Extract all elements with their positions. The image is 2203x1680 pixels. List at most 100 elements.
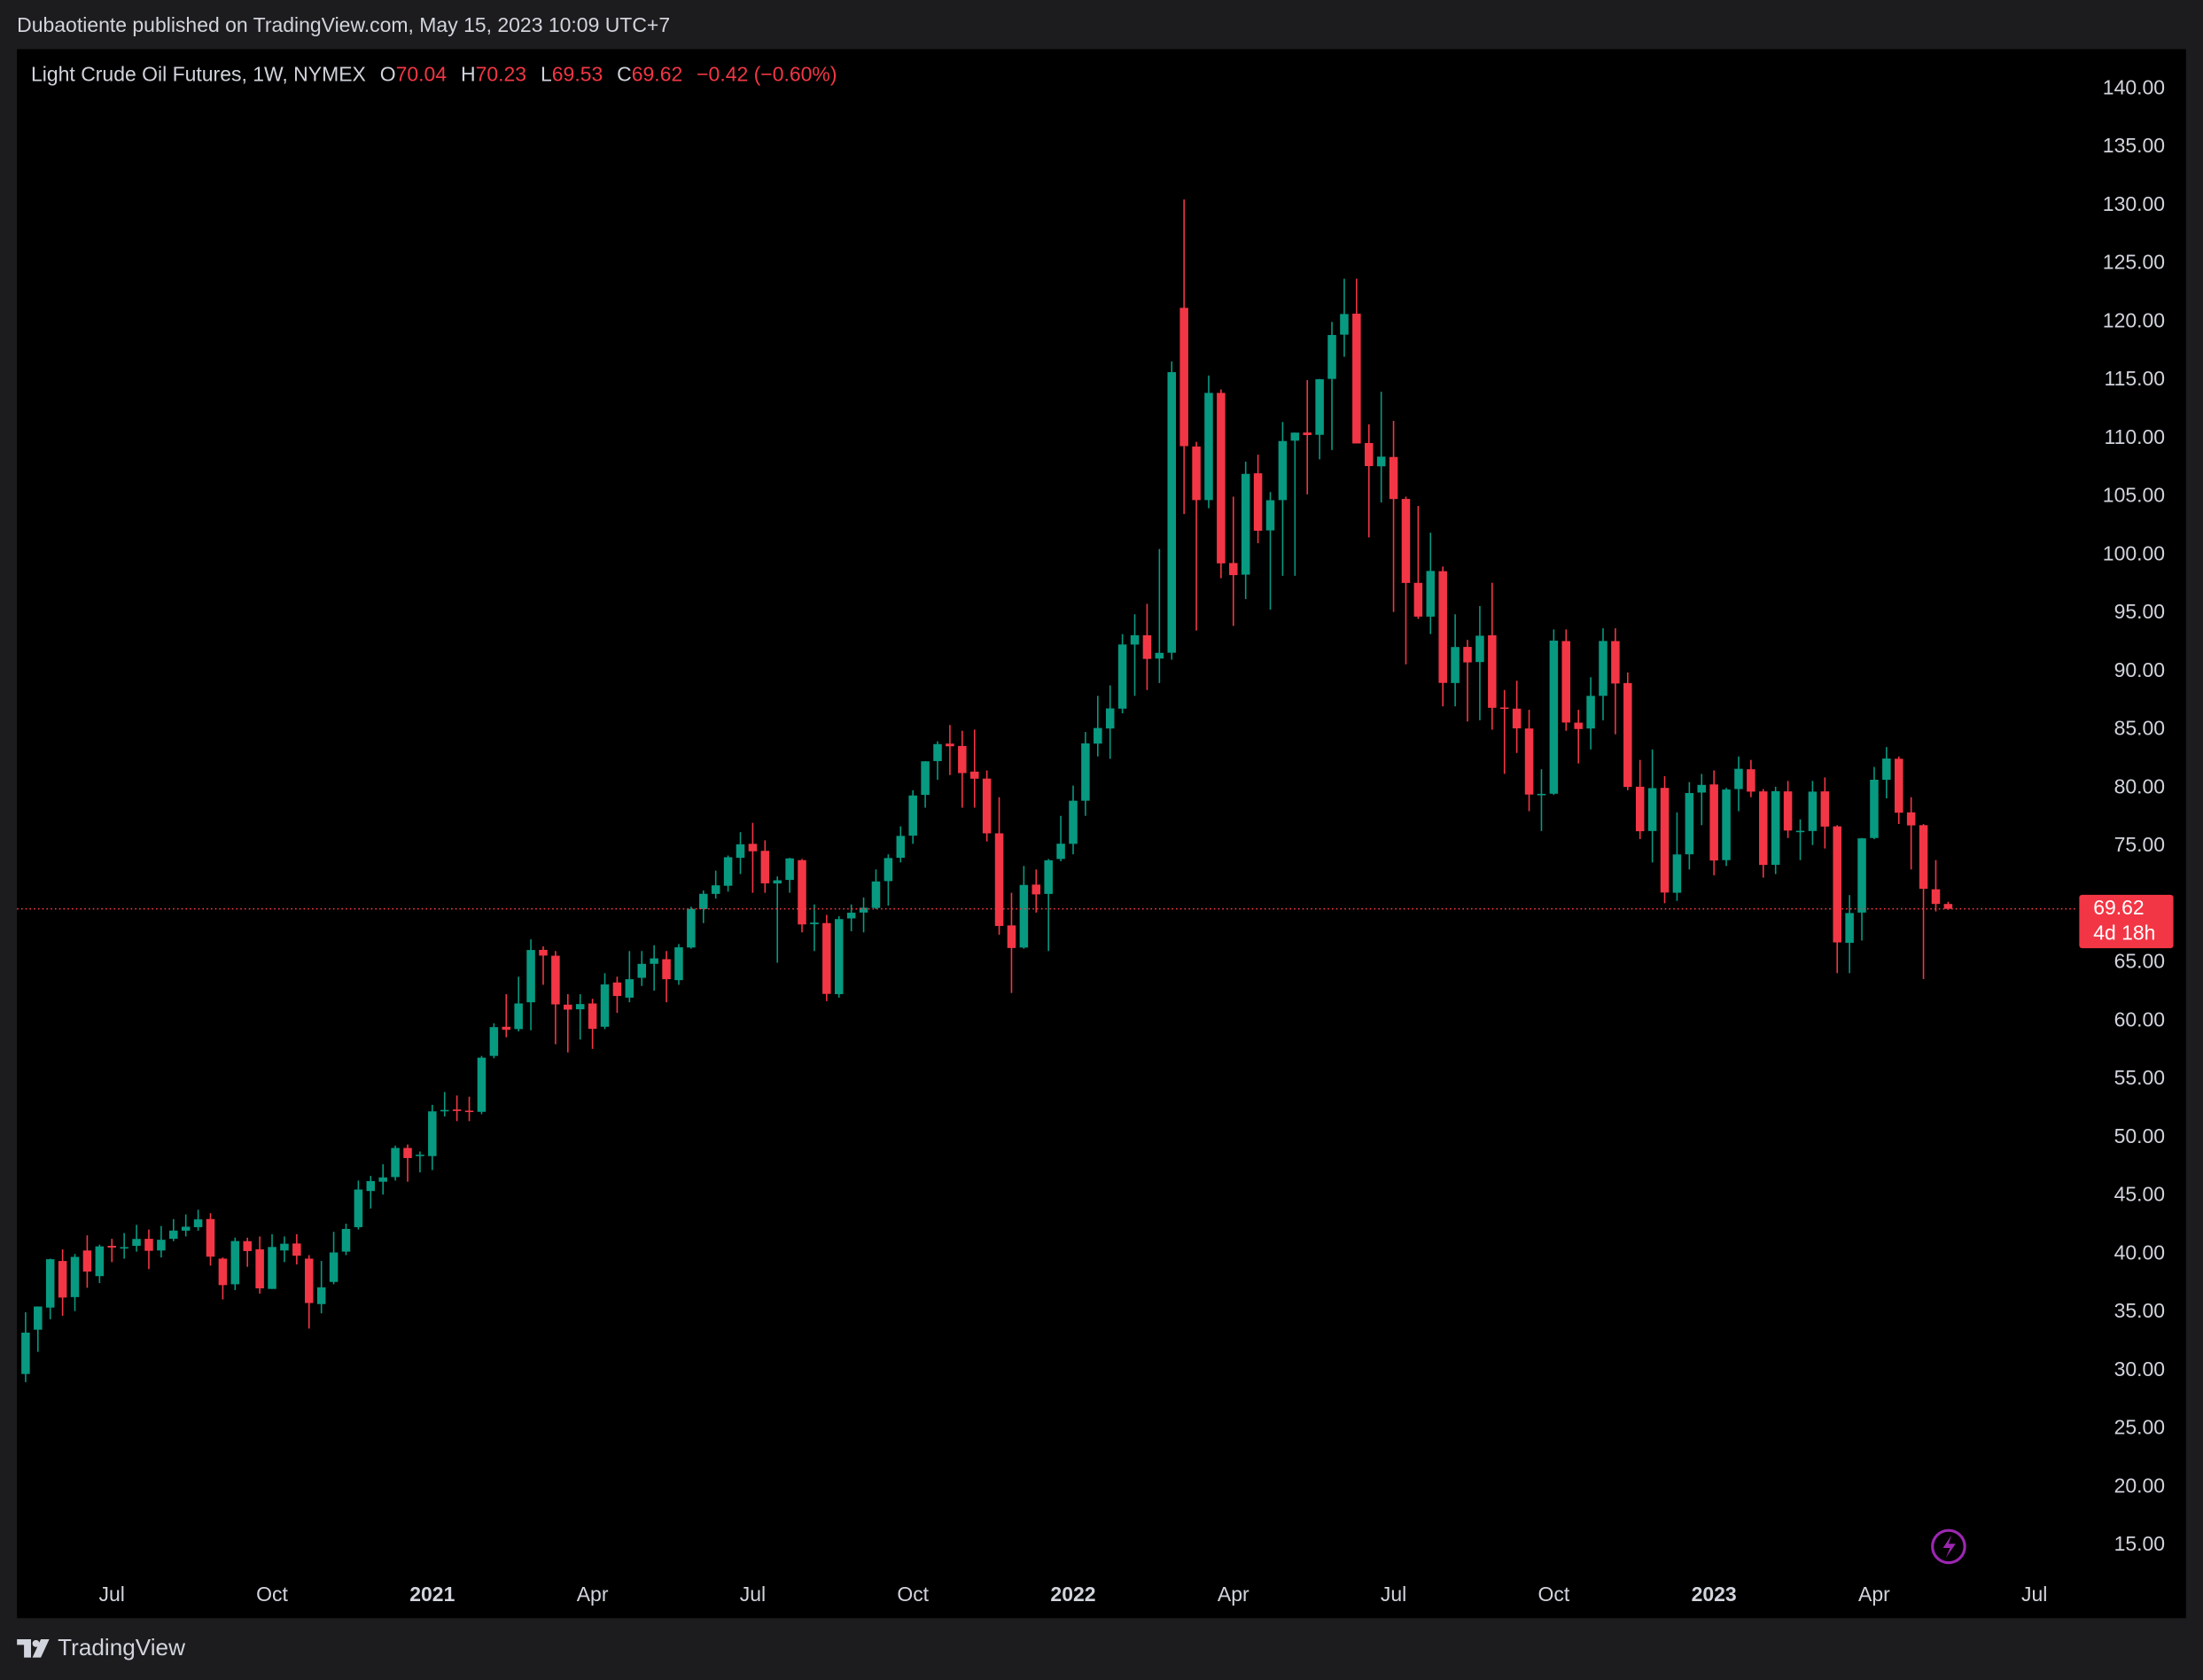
candle-body: [1117, 644, 1127, 709]
candle-body: [329, 1252, 339, 1282]
logo-mark[interactable]: [17, 1639, 50, 1658]
candle-body: [1808, 791, 1818, 831]
candle-body: [1635, 786, 1645, 832]
candle-body: [1376, 456, 1386, 467]
candle-body: [120, 1247, 128, 1249]
bolt-circle[interactable]: [1931, 1528, 1966, 1565]
candle-body: [1561, 641, 1571, 723]
footer-logo[interactable]: TradingView: [17, 1634, 185, 1661]
candle-body: [551, 955, 560, 1005]
candle-body: [1167, 372, 1177, 653]
chart-panel: [17, 49, 2186, 1619]
candle-body: [1524, 728, 1534, 795]
candle-body: [539, 949, 548, 956]
y-tick-label: 45.00: [2114, 1183, 2165, 1206]
candle-body: [403, 1147, 412, 1158]
candle-body: [921, 761, 930, 796]
candle-body: [292, 1243, 301, 1256]
candle-body: [1105, 708, 1115, 729]
ohlc-label: C: [617, 63, 632, 86]
candle-body: [1192, 446, 1201, 501]
y-tick-label: 130.00: [2103, 192, 2165, 215]
candle-body: [711, 885, 720, 894]
candle-body: [477, 1057, 487, 1112]
candle-body: [218, 1258, 228, 1286]
candle-body: [1771, 790, 1780, 865]
candle-body: [564, 1004, 572, 1010]
ohlc-label: H: [461, 63, 476, 86]
candle-body: [760, 851, 770, 883]
candle-body: [1389, 456, 1398, 500]
candle-body: [1069, 800, 1078, 844]
candle-body: [305, 1258, 314, 1303]
candle-body: [1672, 854, 1682, 893]
candle-body: [378, 1177, 387, 1182]
candle-body: [193, 1219, 203, 1227]
last-price: 69.62: [2093, 896, 2144, 919]
candle-body: [489, 1027, 499, 1056]
candle-body: [1499, 707, 1509, 710]
y-tick-label: 95.00: [2114, 600, 2165, 623]
candle-body: [798, 859, 806, 925]
candle-body: [45, 1259, 55, 1308]
bolt[interactable]: [1942, 1535, 1956, 1559]
candle-body: [1204, 393, 1213, 501]
y-tick-label: 90.00: [2114, 658, 2165, 681]
candle-body: [1365, 442, 1374, 466]
candle-body: [230, 1241, 240, 1285]
y-tick-label: 65.00: [2114, 950, 2165, 973]
y-tick-label: 125.00: [2103, 251, 2165, 274]
y-tick-label: 100.00: [2103, 541, 2165, 564]
plot: 15.00 20.00 25.00 30.00 35.00 40.00 45.00 50.00…: [17, 75, 2165, 1606]
symbol-title: Light Crude Oil Futures, 1W, NYMEX: [31, 63, 366, 86]
candle-body: [107, 1246, 117, 1248]
candle-body: [70, 1256, 80, 1297]
x-tick-label: Oct: [897, 1583, 929, 1606]
x-tick-label: Jul: [1381, 1583, 1406, 1606]
candle-body: [1647, 788, 1657, 831]
x-tick-label: Apr: [1858, 1583, 1890, 1606]
candle-body: [416, 1155, 424, 1156]
candle-body: [280, 1243, 289, 1251]
footer-brand[interactable]: TradingView: [58, 1634, 185, 1661]
candle-body: [969, 771, 979, 779]
candle-body: [1241, 473, 1250, 575]
y-tick-label: 85.00: [2114, 717, 2165, 740]
candle-body: [95, 1246, 105, 1277]
candle-body: [575, 1004, 585, 1010]
y-tick-label: 15.00: [2114, 1532, 2165, 1555]
candle-body: [1142, 634, 1152, 659]
candle-body: [255, 1248, 264, 1288]
candle-body: [1352, 313, 1361, 444]
logo-dot[interactable]: [32, 1639, 40, 1647]
candle-body: [1931, 889, 1941, 905]
candle-body: [391, 1147, 400, 1178]
y-tick-label: 50.00: [2114, 1124, 2165, 1147]
candle-body: [1007, 925, 1016, 948]
candle-body: [1783, 791, 1793, 831]
candle-body: [674, 947, 683, 981]
candle-body: [612, 982, 622, 997]
candle-body: [464, 1110, 474, 1113]
candle-body: [994, 833, 1004, 927]
y-tick-label: 40.00: [2114, 1241, 2165, 1264]
candle-body: [1265, 500, 1275, 531]
candle-body: [1031, 884, 1041, 895]
candle-body: [884, 858, 893, 882]
candle-body: [625, 979, 634, 998]
candle-body: [859, 907, 868, 913]
candle-body: [1833, 826, 1841, 943]
candle-body: [773, 880, 782, 884]
candle-body: [1290, 432, 1300, 441]
bolt-icon[interactable]: [1931, 1528, 1966, 1565]
candle-body: [1747, 769, 1755, 792]
candle-body: [1685, 792, 1694, 855]
candle-body: [34, 1306, 43, 1330]
candle-body: [810, 922, 819, 925]
candle-body: [785, 858, 794, 881]
x-tick-label: Apr: [1218, 1583, 1249, 1606]
candle-body: [896, 836, 906, 859]
y-tick-label: 30.00: [2114, 1357, 2165, 1381]
